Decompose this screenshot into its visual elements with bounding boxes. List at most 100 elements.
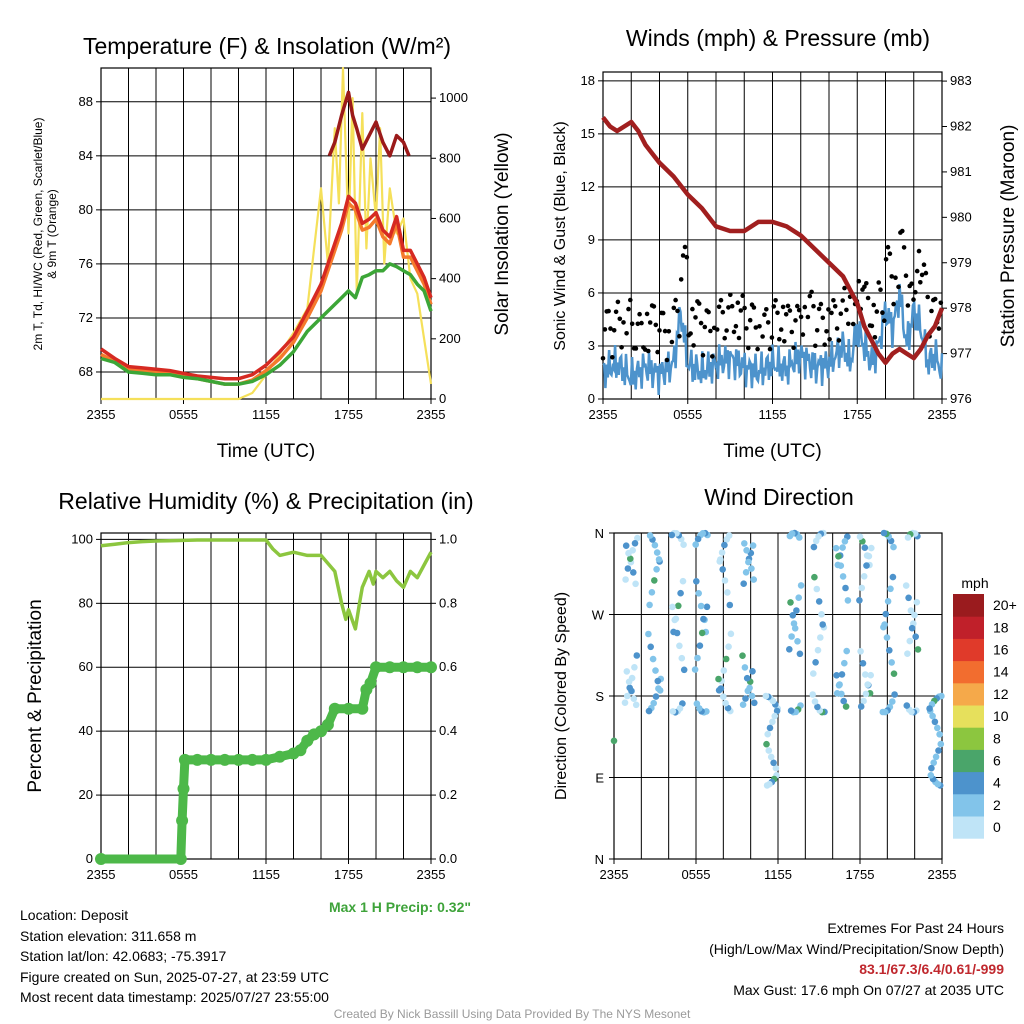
x-tick-label: 0555 <box>673 407 702 422</box>
wind-direction-point <box>793 607 800 614</box>
gust-point <box>831 298 836 303</box>
gust-point <box>903 273 909 279</box>
gust-point <box>777 336 782 342</box>
wind-direction-point <box>934 724 941 732</box>
y-tick-label: N <box>595 852 604 867</box>
y-tick-label: 20 <box>79 787 93 802</box>
colorbar-swatch <box>953 793 984 817</box>
wind-direction-point <box>741 540 748 547</box>
wind-direction-point <box>621 699 629 706</box>
wind-direction-point <box>797 582 805 589</box>
colorbar-label: 18 <box>993 619 1009 635</box>
gust-point <box>865 295 871 301</box>
gust-point <box>829 310 834 316</box>
y-tick-label: 12 <box>581 179 595 194</box>
wind-direction-point <box>739 701 747 708</box>
series-line-td <box>100 262 433 386</box>
gust-point <box>834 326 840 331</box>
precip-point <box>425 661 437 674</box>
gust-point <box>744 326 749 331</box>
precip-point <box>321 718 334 731</box>
x-tick-label: 2355 <box>928 407 957 422</box>
x-axis-label: Time (UTC) <box>723 441 822 462</box>
precip-point <box>370 661 382 674</box>
wind-direction-point <box>819 621 826 628</box>
y-axis-label: 2m T, Td, HI/WC (Red, Green, Scarlet/Blu… <box>31 118 45 351</box>
wind-direction-point <box>929 712 936 720</box>
wind-direction-point <box>883 634 891 641</box>
gust-point <box>724 328 729 333</box>
wind-direction-point <box>860 573 868 580</box>
gust-point <box>673 297 678 303</box>
gust-point <box>690 306 695 312</box>
wind-direction-point <box>651 541 659 549</box>
y-tick-label: 80 <box>79 202 93 217</box>
wind-direction-point <box>880 623 887 631</box>
precip-point <box>328 702 341 715</box>
gust-point <box>783 312 789 317</box>
gust-point <box>805 314 811 320</box>
wind-direction-point <box>724 589 731 596</box>
gust-point <box>775 310 780 316</box>
gust-point <box>911 297 916 302</box>
y-axis-label-line2: & 9m T (Orange) <box>45 189 59 279</box>
gust-point <box>628 297 633 303</box>
y-tick-label: E <box>595 771 604 786</box>
gust-point <box>800 332 806 337</box>
wind-direction-point <box>936 731 943 738</box>
wind-direction-point <box>771 712 779 720</box>
x-tick-label: 1155 <box>764 867 792 882</box>
max-precip-annotation: Max 1 H Precip: 0.32" <box>329 899 471 915</box>
wind-direction-point <box>720 667 728 674</box>
gust-point <box>651 304 657 309</box>
wind-direction-point <box>668 531 676 539</box>
wind-direction-point <box>692 541 699 548</box>
gust-point <box>639 320 644 326</box>
y2-tick-label: 978 <box>950 300 972 315</box>
y-tick-label: 0 <box>588 391 595 406</box>
wind-direction-point <box>839 573 847 580</box>
wind-direction-point <box>655 556 663 563</box>
gust-point <box>680 253 686 258</box>
station-info: Location: Deposit Station elevation: 311… <box>20 905 329 1008</box>
wind-direction-point <box>769 718 776 726</box>
wind-direction-point <box>634 534 641 542</box>
x-tick-label: 1155 <box>252 867 280 882</box>
wind-direction-point <box>654 677 662 685</box>
colorbar-swatch <box>953 749 984 773</box>
wind-direction-point <box>813 585 821 593</box>
y2-tick-label: 0 <box>439 391 446 406</box>
y-tick-label: W <box>592 608 605 623</box>
wind-direction-point <box>722 699 729 707</box>
x-tick-label: 1155 <box>252 407 280 422</box>
gust-point <box>807 293 813 299</box>
wind-direction-point <box>795 594 802 601</box>
gust-point <box>747 317 753 323</box>
gust-point <box>600 356 606 361</box>
wind-direction-point <box>647 643 654 651</box>
gust-point <box>700 353 706 358</box>
gust-point <box>871 302 876 308</box>
gust-point <box>711 325 717 331</box>
wind-direction-point <box>842 703 850 710</box>
gust-point <box>753 325 759 330</box>
wind-direction-point <box>646 601 653 609</box>
gust-point <box>629 321 635 327</box>
y-axis-label: Sonic Wind & Gust (Blue, Black) <box>552 121 569 350</box>
gust-point <box>869 323 875 329</box>
gust-point <box>878 287 883 293</box>
x-tick-label: 2355 <box>589 407 618 422</box>
series-line-sonic-wind <box>602 283 944 395</box>
gust-point <box>615 299 621 305</box>
wind-direction-point <box>891 691 898 698</box>
gust-point <box>896 284 901 290</box>
wind-direction-point <box>649 655 657 663</box>
gust-point <box>644 311 650 317</box>
gust-point <box>746 345 751 351</box>
gust-point <box>793 318 798 323</box>
gust-point <box>637 311 642 317</box>
wind-direction-point <box>653 566 660 573</box>
wind-direction-point <box>671 616 678 624</box>
gust-point <box>862 284 867 290</box>
wind-direction-point <box>833 690 841 697</box>
